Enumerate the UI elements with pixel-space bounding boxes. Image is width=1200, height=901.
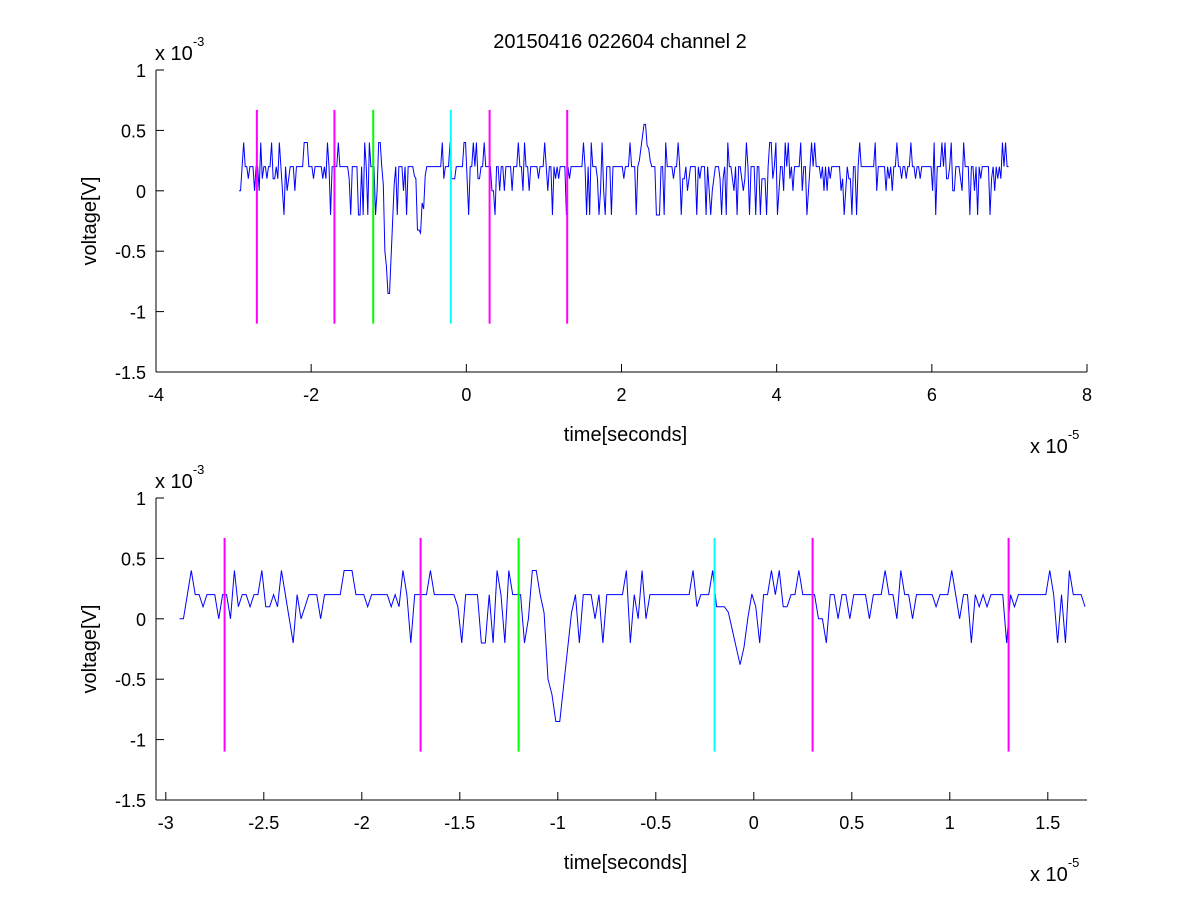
bottom-plot: -3 -2.5 -2 -1.5 -1 -0.5 0 0.5 1 1.5 1 0.5 0 -0.5 -1 -1.… <box>79 462 1087 886</box>
y-tick-label: 0.5 <box>121 549 146 569</box>
x-tick-label: 2 <box>616 385 626 405</box>
x-tick-label: 1.5 <box>1035 813 1060 833</box>
y-tick-label: 1 <box>136 61 146 81</box>
y-multiplier-base: x 10 <box>155 43 193 65</box>
y-multiplier-exponent: -3 <box>193 34 205 49</box>
x-multiplier-label: x 10-5 <box>1030 427 1079 458</box>
x-multiplier-label: x 10-5 <box>1030 855 1079 886</box>
x-tick-label: -4 <box>148 385 164 405</box>
y-multiplier-exponent: -3 <box>193 462 205 477</box>
y-multiplier-label: x 10-3 <box>155 462 204 493</box>
x-tick-label: -1.5 <box>444 813 475 833</box>
x-multiplier-base: x 10 <box>1030 864 1068 886</box>
x-tick-label: 6 <box>927 385 937 405</box>
x-tick-label: 8 <box>1082 385 1092 405</box>
x-multiplier-exponent: -5 <box>1068 855 1080 870</box>
top-plot: -4 -2 0 2 4 6 8 1 0.5 0 -0.5 -1 -1.5 time[seconds] vol… <box>79 34 1092 458</box>
y-tick-label: 0 <box>136 610 146 630</box>
y-multiplier-base: x 10 <box>155 471 193 493</box>
x-tick-label: -1 <box>550 813 566 833</box>
x-tick-label: 0 <box>749 813 759 833</box>
y-tick-label: -1 <box>130 303 146 323</box>
x-tick-label: 1 <box>945 813 955 833</box>
y-axis-label: voltage[V] <box>79 177 101 266</box>
x-tick-label: 4 <box>772 385 782 405</box>
x-tick-label: -2 <box>354 813 370 833</box>
y-tick-label: 0.5 <box>121 121 146 141</box>
figure-title: 20150416 022604 channel 2 <box>493 31 747 53</box>
x-tick-label: -2 <box>303 385 319 405</box>
y-tick-label: -1.5 <box>115 363 146 383</box>
x-tick-label: -3 <box>158 813 174 833</box>
y-tick-label: 0 <box>136 182 146 202</box>
x-tick-label: -0.5 <box>640 813 671 833</box>
x-multiplier-exponent: -5 <box>1068 427 1080 442</box>
x-tick-label: -2.5 <box>248 813 279 833</box>
y-multiplier-label: x 10-3 <box>155 34 204 65</box>
y-tick-label: -1 <box>130 731 146 751</box>
x-tick-label: 0.5 <box>839 813 864 833</box>
y-tick-label: -0.5 <box>115 670 146 690</box>
y-tick-label: 1 <box>136 489 146 509</box>
x-tick-label: 0 <box>461 385 471 405</box>
x-axis-label: time[seconds] <box>564 424 687 446</box>
signal-trace <box>179 569 1086 722</box>
x-axis-label: time[seconds] <box>564 852 687 874</box>
x-multiplier-base: x 10 <box>1030 436 1068 458</box>
y-tick-label: -0.5 <box>115 242 146 262</box>
y-axis-label: voltage[V] <box>79 605 101 694</box>
y-tick-label: -1.5 <box>115 791 146 811</box>
signal-trace <box>239 123 1009 294</box>
